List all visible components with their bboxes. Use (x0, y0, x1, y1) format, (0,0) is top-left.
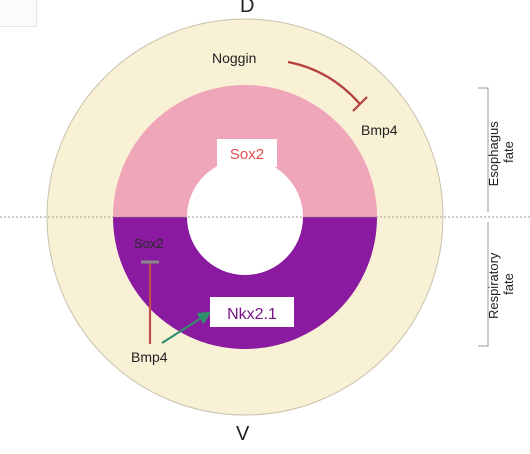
sox2-top-label: Sox2 (230, 146, 264, 163)
nkx21-box (210, 297, 294, 327)
bmp4-nkx21-activation-arrow (161, 311, 212, 344)
respiratory-fate-line1: Respiratory (486, 252, 501, 319)
esophagus-fate-bracket (478, 87, 489, 212)
ventral-label: V (236, 423, 250, 445)
sox2-top-box (217, 139, 277, 167)
sox2-bottom-label: Sox2 (134, 236, 164, 251)
noggin-inhibition-bar (352, 96, 368, 112)
noggin-label: Noggin (212, 50, 256, 66)
dorsal-label: D (240, 0, 254, 17)
respiratory-fate-label: Respiratory fate (486, 249, 516, 319)
corner-frame (0, 0, 37, 27)
bmp4-bottom-label: Bmp4 (131, 349, 168, 365)
ventral-epithelium (113, 217, 377, 349)
bmp4-top-label: Bmp4 (361, 122, 398, 138)
nkx21-label: Nkx2.1 (227, 306, 277, 323)
esophagus-fate-line1: Esophagus (486, 121, 501, 187)
respiratory-fate-line2: fate (501, 273, 516, 295)
esophagus-fate-line2: fate (501, 141, 516, 163)
respiratory-fate-bracket (478, 222, 489, 347)
noggin-inhibition-arrow (287, 60, 361, 105)
esophagus-fate-label: Esophagus fate (486, 118, 516, 187)
